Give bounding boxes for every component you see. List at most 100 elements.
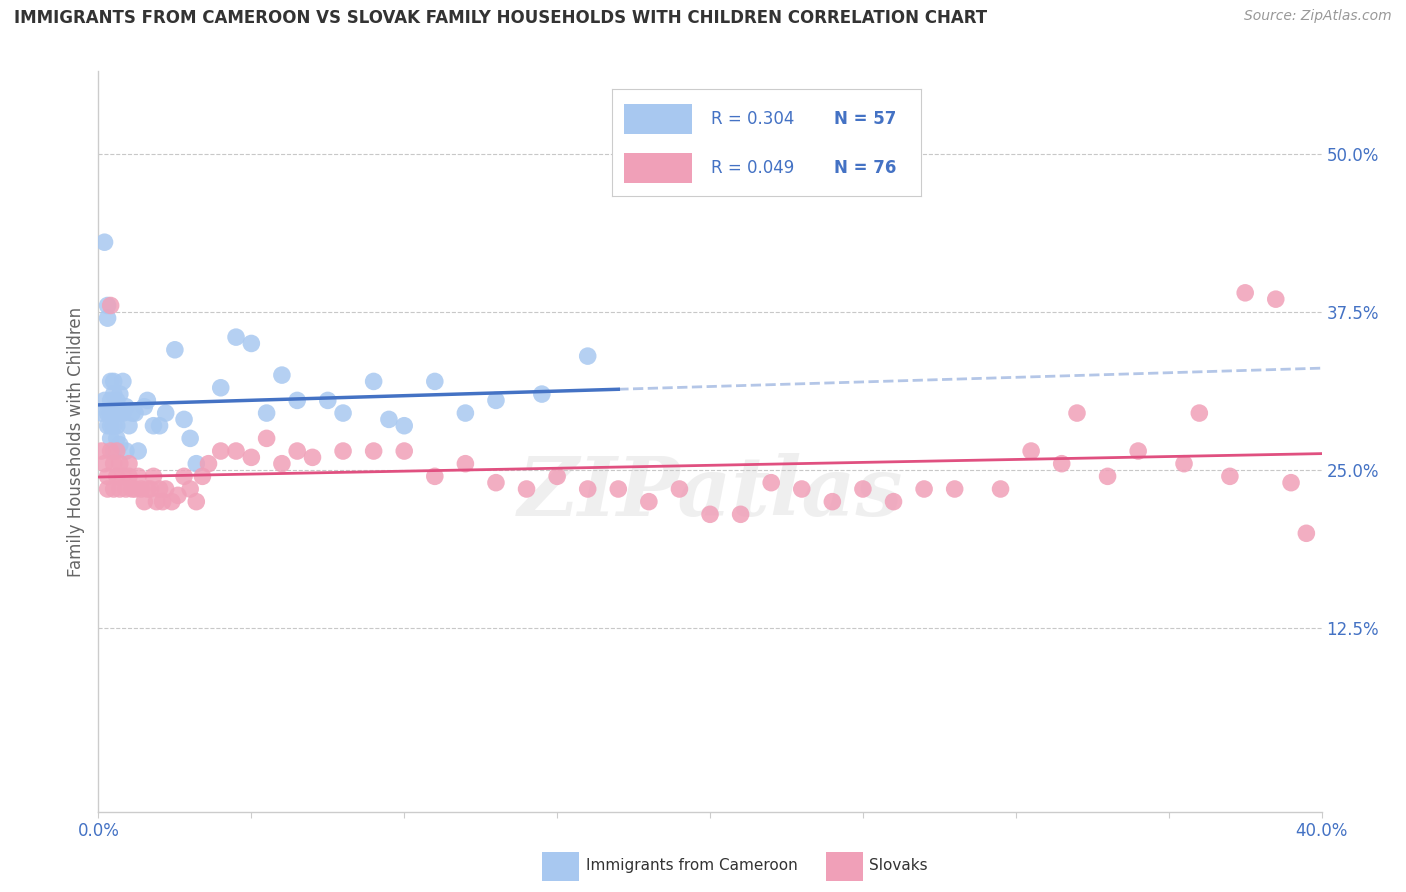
- Point: [209, 381, 232, 395]
- FancyBboxPatch shape: [543, 852, 579, 881]
- Point: [1279, 475, 1302, 490]
- Point: [90, 406, 112, 420]
- Point: [163, 343, 186, 357]
- Point: [759, 475, 782, 490]
- Text: Slovaks: Slovaks: [869, 858, 928, 872]
- Point: [332, 444, 354, 458]
- Point: [100, 406, 122, 420]
- Point: [423, 375, 446, 389]
- Point: [142, 418, 165, 433]
- Point: [118, 457, 141, 471]
- Point: [209, 444, 232, 458]
- Point: [186, 457, 208, 471]
- Point: [145, 494, 167, 508]
- Point: [108, 438, 131, 452]
- Point: [97, 406, 120, 420]
- Point: [108, 482, 131, 496]
- Point: [105, 444, 128, 458]
- Point: [115, 444, 138, 458]
- Point: [1173, 457, 1195, 471]
- Point: [121, 406, 143, 420]
- FancyBboxPatch shape: [624, 153, 692, 184]
- Point: [142, 469, 165, 483]
- Text: N = 57: N = 57: [834, 111, 897, 128]
- Point: [105, 406, 128, 420]
- Point: [115, 400, 138, 414]
- Point: [1050, 457, 1073, 471]
- Point: [129, 482, 152, 496]
- Point: [699, 508, 721, 522]
- Point: [97, 418, 120, 433]
- Point: [363, 375, 385, 389]
- Point: [1128, 444, 1150, 458]
- Point: [1066, 406, 1088, 420]
- Point: [668, 482, 690, 496]
- Point: [1019, 444, 1042, 458]
- Point: [93, 235, 115, 250]
- Point: [363, 444, 385, 458]
- Point: [179, 431, 201, 445]
- Point: [943, 482, 966, 496]
- Point: [1097, 469, 1119, 483]
- Point: [111, 406, 134, 420]
- Text: IMMIGRANTS FROM CAMEROON VS SLOVAK FAMILY HOUSEHOLDS WITH CHILDREN CORRELATION C: IMMIGRANTS FROM CAMEROON VS SLOVAK FAMIL…: [14, 9, 987, 27]
- Point: [100, 444, 122, 458]
- Point: [516, 482, 538, 496]
- Point: [607, 482, 630, 496]
- Point: [225, 330, 247, 344]
- Point: [100, 298, 122, 312]
- Point: [105, 393, 128, 408]
- Point: [240, 450, 263, 465]
- Point: [173, 469, 195, 483]
- Point: [485, 475, 508, 490]
- Point: [108, 387, 131, 401]
- Point: [103, 375, 125, 389]
- Point: [100, 393, 122, 408]
- Point: [167, 488, 190, 502]
- Point: [332, 406, 354, 420]
- Point: [160, 494, 183, 508]
- Point: [93, 393, 115, 408]
- Point: [454, 406, 477, 420]
- Point: [1188, 406, 1211, 420]
- Point: [100, 418, 122, 433]
- Point: [883, 494, 905, 508]
- Point: [124, 406, 146, 420]
- Point: [136, 482, 159, 496]
- Point: [149, 482, 172, 496]
- Point: [136, 393, 159, 408]
- Point: [118, 418, 141, 433]
- Point: [103, 418, 125, 433]
- Point: [103, 387, 125, 401]
- Y-axis label: Family Households with Children: Family Households with Children: [66, 307, 84, 576]
- Point: [115, 482, 138, 496]
- Point: [256, 406, 278, 420]
- Point: [155, 406, 177, 420]
- Point: [392, 418, 416, 433]
- Point: [392, 444, 416, 458]
- Text: Source: ZipAtlas.com: Source: ZipAtlas.com: [1244, 9, 1392, 23]
- Point: [270, 457, 292, 471]
- Point: [197, 457, 219, 471]
- Point: [1234, 285, 1257, 300]
- Point: [173, 412, 195, 426]
- Point: [730, 508, 752, 522]
- Point: [100, 375, 122, 389]
- Point: [108, 406, 131, 420]
- Point: [97, 482, 120, 496]
- Point: [423, 469, 446, 483]
- Point: [105, 431, 128, 445]
- Point: [134, 400, 156, 414]
- Point: [103, 406, 125, 420]
- Point: [149, 418, 172, 433]
- Point: [186, 494, 208, 508]
- Point: [111, 375, 134, 389]
- Point: [90, 444, 112, 458]
- Point: [637, 494, 661, 508]
- Point: [105, 418, 128, 433]
- Point: [454, 457, 477, 471]
- Point: [1219, 469, 1241, 483]
- Point: [111, 469, 134, 483]
- Text: ZIPatlas: ZIPatlas: [517, 453, 903, 533]
- Point: [821, 494, 844, 508]
